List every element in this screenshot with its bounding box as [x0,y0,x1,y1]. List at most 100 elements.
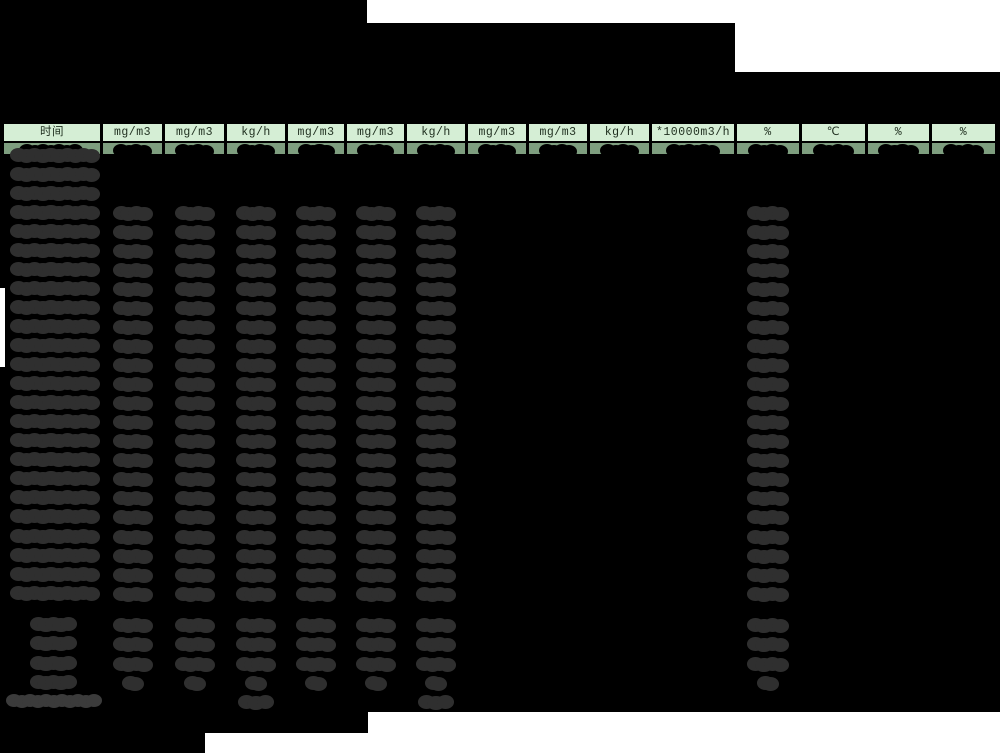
redacted-timestamp [10,299,101,315]
redacted-value [174,415,215,431]
band-cell-7 [468,143,529,154]
redacted-value [174,339,215,355]
redacted-value [355,300,396,316]
redacted-value [747,319,790,335]
redacted-timestamp [10,585,101,601]
redacted-summary-value [305,675,328,691]
redacted-summary-value [355,637,396,653]
redacted-value [174,434,215,450]
redacted-timestamp [10,261,101,277]
redacted-timestamp [10,490,101,506]
redacted-value [296,491,337,507]
redacted-summary-value [296,637,337,653]
redacted-value [236,358,277,374]
redacted-timestamp [10,414,101,430]
redacted-value [416,205,457,221]
redacted-value [416,434,457,450]
redacted-timestamp [10,223,101,239]
redacted-value [416,339,457,355]
redacted-value [416,243,457,259]
redacted-value [355,453,396,469]
redacted-value [112,415,153,431]
redacted-timestamp [10,185,101,201]
redacted-footer-value [418,694,455,710]
redacted-value [236,453,277,469]
redacted-timestamp [10,338,101,354]
redacted-value [355,281,396,297]
redacted-summary-value [236,656,277,672]
redacted-summary-value [757,675,780,691]
redacted-value [112,491,153,507]
redacted-value [296,548,337,564]
redacted-value [747,567,790,583]
redacted-value [296,453,337,469]
header-cell-6: kg/h [407,122,468,143]
table-units-header-row: 时间 mg/m3 mg/m3 kg/h mg/m3 mg/m3 kg/h mg/m3 mg/m3… [2,122,998,143]
redacted-value [296,510,337,526]
band-cell-5 [347,143,407,154]
header-cell-5: mg/m3 [347,122,407,143]
redacted-summary-value [183,675,206,691]
redacted-value [236,262,277,278]
redacted-summary-label [30,617,78,633]
redacted-timestamp [10,395,101,411]
redacted-value [112,472,153,488]
redacted-value [296,358,337,374]
redacted-value [296,434,337,450]
redacted-value [416,548,457,564]
redacted-value [112,586,153,602]
redacted-value [236,224,277,240]
redacted-value [747,396,790,412]
header-cell-13: % [868,122,932,143]
redacted-value [236,300,277,316]
redacted-value [174,358,215,374]
redacted-timestamp [10,204,101,220]
redacted-timestamp [10,318,101,334]
redacted-value [112,205,153,221]
paper-gap-top-right-block [735,22,1000,72]
paper-gap-top-strip [367,0,1000,23]
redacted-summary-value [416,637,457,653]
redacted-summary-value [174,637,215,653]
redacted-timestamp [10,280,101,296]
report-table: 时间 mg/m3 mg/m3 kg/h mg/m3 mg/m3 kg/h mg/m3 mg/m3… [2,122,998,154]
redacted-value [355,339,396,355]
redacted-value [112,548,153,564]
redacted-value [174,453,215,469]
redacted-value [416,281,457,297]
redacted-summary-value [112,656,153,672]
redacted-timestamp [10,547,101,563]
redacted-value [236,434,277,450]
redacted-value [355,529,396,545]
redacted-value [355,377,396,393]
redacted-value [174,243,215,259]
redacted-value [416,472,457,488]
redacted-value [747,224,790,240]
redacted-value [416,300,457,316]
redacted-value [355,510,396,526]
redacted-value [296,243,337,259]
redacted-value [112,243,153,259]
redacted-value [747,339,790,355]
redacted-summary-label [30,655,78,671]
redacted-value [296,529,337,545]
header-cell-9: kg/h [590,122,652,143]
redacted-summary-value [425,675,448,691]
redacted-summary-label [30,636,78,652]
redacted-value [174,472,215,488]
redacted-summary-value [416,618,457,634]
redacted-value [174,205,215,221]
redacted-value [416,567,457,583]
redacted-value [174,567,215,583]
redacted-value [112,377,153,393]
redacted-value [236,243,277,259]
redacted-value [296,262,337,278]
redacted-timestamp [10,242,101,258]
redacted-value [236,281,277,297]
redacted-value [296,224,337,240]
redacted-value [236,548,277,564]
redacted-value [747,300,790,316]
redacted-value [174,224,215,240]
band-cell-10 [652,143,737,154]
redacted-value [416,415,457,431]
